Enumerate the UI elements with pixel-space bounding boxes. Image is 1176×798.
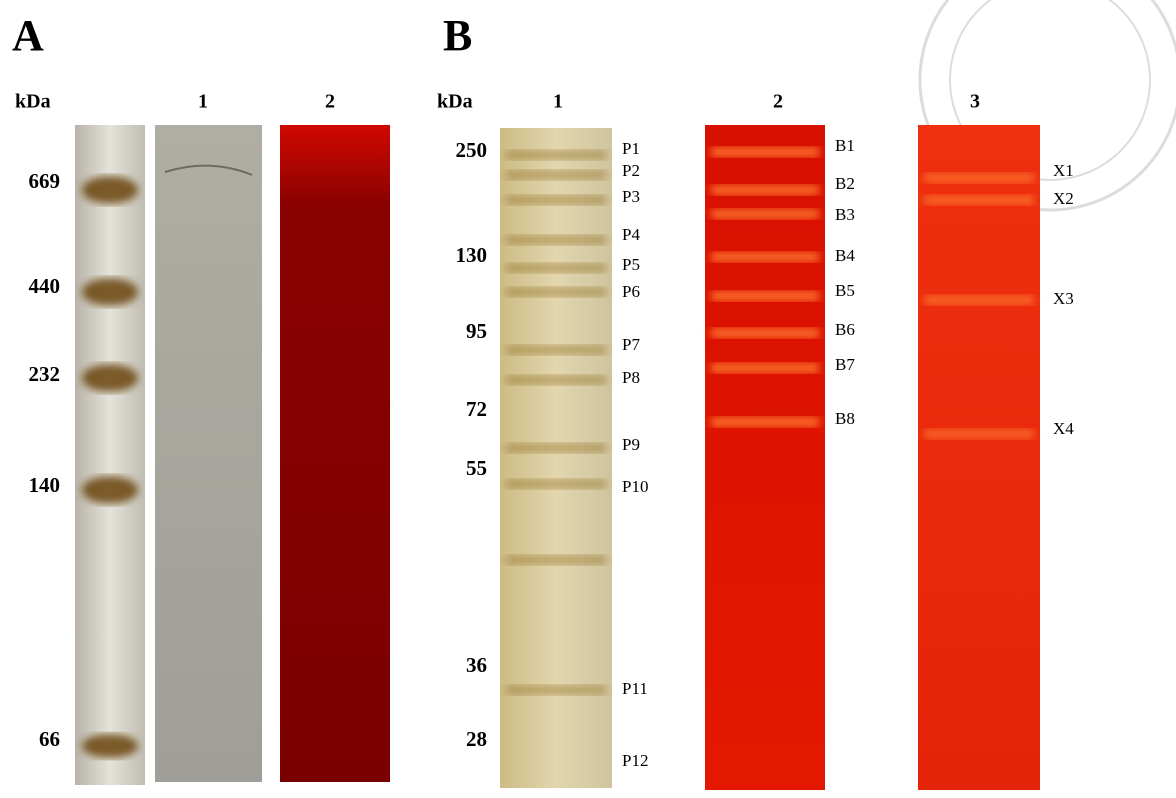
band (924, 173, 1034, 183)
marker-band (82, 278, 138, 306)
gel-lane (705, 125, 825, 790)
band (506, 263, 606, 273)
band (711, 252, 819, 262)
band-label: P3 (622, 187, 640, 206)
band-label: B3 (835, 205, 855, 224)
band-label: X2 (1053, 189, 1074, 208)
band-label: P7 (622, 335, 640, 354)
marker-band (82, 176, 138, 204)
unit-label: kDa (437, 91, 473, 113)
marker-band (82, 476, 138, 504)
band (506, 235, 606, 245)
band (924, 295, 1034, 305)
band-label: P10 (622, 477, 648, 496)
band-label: P11 (622, 679, 648, 698)
band (506, 287, 606, 297)
gel-lane (155, 125, 262, 782)
band (924, 429, 1034, 439)
marker-label: 36 (466, 653, 487, 677)
gel-lane (280, 125, 390, 782)
band (506, 443, 606, 453)
band-label: B7 (835, 355, 855, 374)
marker-label: 72 (466, 397, 487, 421)
marker-label: 66 (39, 727, 60, 751)
band-label: P1 (622, 139, 640, 158)
band-label: P12 (622, 751, 648, 770)
band-label: B6 (835, 320, 855, 339)
band (506, 685, 606, 695)
band (506, 479, 606, 489)
marker-label: 669 (29, 169, 61, 193)
band-label: B4 (835, 246, 855, 265)
band (506, 170, 606, 180)
band (711, 291, 819, 301)
marker-label: 130 (456, 243, 488, 267)
band (506, 555, 606, 565)
band (711, 328, 819, 338)
marker-band (82, 364, 138, 392)
marker-label: 28 (466, 727, 487, 751)
unit-label: kDa (15, 91, 51, 113)
band-label: P6 (622, 282, 640, 301)
band (506, 150, 606, 160)
band (506, 375, 606, 385)
marker-lane (75, 125, 145, 785)
panel-label: B (443, 11, 472, 60)
band (711, 363, 819, 373)
band-label: B2 (835, 174, 855, 193)
band (711, 417, 819, 427)
band-label: X4 (1053, 419, 1074, 438)
marker-label: 55 (466, 456, 487, 480)
lane-label: 3 (970, 91, 980, 113)
marker-label: 232 (29, 362, 61, 386)
marker-label: 95 (466, 319, 487, 343)
band (924, 195, 1034, 205)
band (506, 345, 606, 355)
lane-label: 1 (553, 91, 563, 113)
band-label: X3 (1053, 289, 1074, 308)
marker-label: 250 (456, 138, 488, 162)
figure: AkDa 1 2 669 440 232 140 66 BkDa 1 2 3 250 130 95 72 55 3… (0, 0, 1176, 798)
band-label: B5 (835, 281, 855, 300)
band (506, 195, 606, 205)
band (711, 185, 819, 195)
marker-band (82, 734, 138, 758)
band-label: B8 (835, 409, 855, 428)
band-label: P4 (622, 225, 640, 244)
gel-lane (918, 125, 1040, 790)
band-label: P9 (622, 435, 640, 454)
lane-label: 1 (198, 91, 208, 113)
marker-label: 440 (29, 274, 61, 298)
lane-label: 2 (325, 91, 335, 113)
band (711, 209, 819, 219)
band (711, 147, 819, 157)
band-label: P2 (622, 161, 640, 180)
panel-label: A (12, 11, 44, 60)
lane-label: 2 (773, 91, 783, 113)
marker-label: 140 (29, 473, 61, 497)
band-label: P5 (622, 255, 640, 274)
band-label: P8 (622, 368, 640, 387)
band-label: B1 (835, 136, 855, 155)
band-label: X1 (1053, 161, 1074, 180)
